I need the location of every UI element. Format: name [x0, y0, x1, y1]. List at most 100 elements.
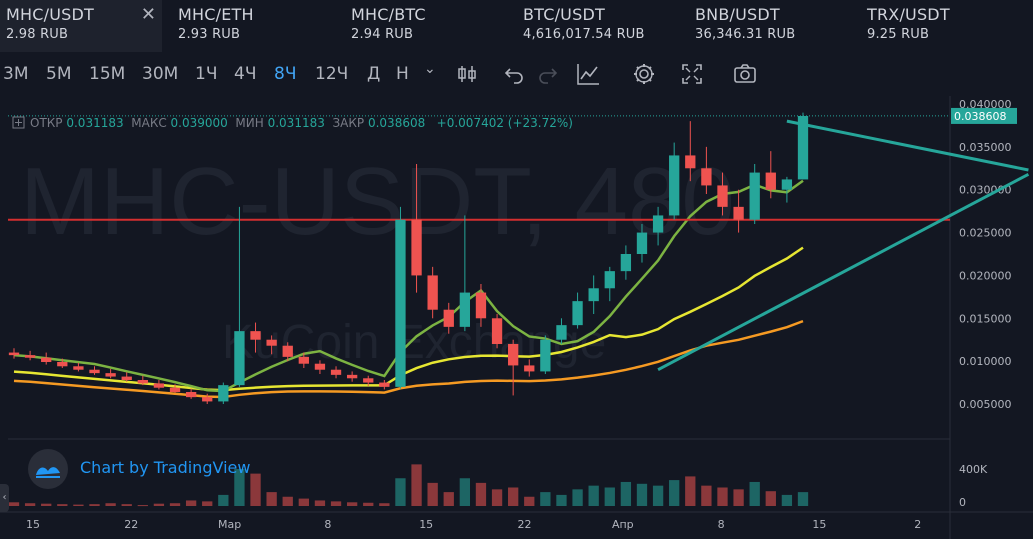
volume-tick-label: 400K: [959, 463, 988, 476]
ohlc-value: ОТКР: [30, 116, 66, 130]
volume-bar: [57, 504, 68, 506]
pair-tab[interactable]: MHC/ETH 2.93 RUB: [172, 0, 336, 52]
ohlc-value: МИН: [235, 116, 267, 130]
ohlc-value: 0.038608: [368, 116, 437, 130]
chart-watermark: MHC-USDT, 480: [20, 148, 735, 255]
timeframe-button[interactable]: 15М: [89, 64, 126, 84]
tradingview-branding[interactable]: Chart by TradingView: [80, 458, 251, 477]
candle-body: [797, 116, 809, 180]
volume-bar: [298, 498, 309, 506]
x-tick-label: 22: [518, 518, 532, 531]
volume-bar: [89, 504, 100, 506]
candle-body: [588, 288, 599, 302]
pair-name: MHC/BTC: [351, 5, 426, 24]
timeframe-button[interactable]: 5М: [46, 64, 72, 84]
candle-body: [604, 271, 615, 289]
redo-icon[interactable]: [534, 60, 562, 88]
pair-price: 2.93 RUB: [178, 27, 241, 42]
candle-body: [636, 232, 648, 254]
camera-icon[interactable]: [731, 60, 759, 88]
timeframe-button[interactable]: 4Ч: [234, 64, 257, 84]
candles-icon[interactable]: [453, 60, 481, 88]
y-tick-label: 0.020000: [959, 269, 1012, 282]
candle-body: [330, 369, 342, 375]
volume-bar: [282, 496, 293, 506]
pair-tab[interactable]: BNB/USDT 36,346.31 RUB: [689, 0, 853, 52]
pair-price: 9.25 RUB: [867, 27, 930, 42]
volume-bar: [330, 501, 342, 506]
y-tick-label: 0.035000: [959, 141, 1012, 154]
fullscreen-icon[interactable]: [678, 60, 706, 88]
volume-bar: [218, 494, 229, 506]
candle-body: [202, 397, 213, 402]
timeframe-button[interactable]: Д: [367, 64, 381, 84]
candle-body: [121, 376, 132, 380]
candle-body: [524, 365, 535, 372]
x-tick-label: 15: [419, 518, 433, 531]
timeframe-button[interactable]: 8Ч: [274, 64, 297, 84]
line-chart-icon[interactable]: [574, 60, 602, 88]
pair-price: 2.94 RUB: [351, 27, 414, 42]
chevron-down-icon[interactable]: ⌄: [424, 61, 436, 77]
volume-bar: [266, 492, 277, 506]
candle-body: [652, 215, 664, 233]
candle-body: [8, 352, 20, 356]
volume-bar: [797, 492, 809, 506]
timeframe-button[interactable]: 30М: [142, 64, 179, 84]
x-tick-label: Апр: [612, 518, 634, 531]
candle-body: [411, 219, 422, 276]
tradingview-logo-icon[interactable]: [28, 449, 68, 489]
x-tick-label: 15: [26, 518, 40, 531]
volume-bar: [153, 503, 165, 506]
volume-bar: [121, 504, 132, 506]
candle-body: [379, 382, 390, 387]
pair-tab[interactable]: TRX/USDT 9.25 RUB: [861, 0, 1025, 52]
volume-bar: [765, 491, 776, 506]
close-tab-icon[interactable]: ✕: [140, 4, 156, 25]
candle-body: [41, 357, 52, 362]
pair-name: BTC/USDT: [523, 5, 605, 24]
volume-tick-label: 0: [959, 496, 966, 509]
candle-body: [669, 155, 680, 216]
volume-bar: [491, 489, 503, 506]
pair-tab[interactable]: MHC/USDT 2.98 RUB ✕: [0, 0, 162, 52]
volume-bar: [411, 464, 422, 506]
volume-bar: [24, 503, 36, 506]
pair-tabs: MHC/USDT 2.98 RUB ✕ MHC/ETH 2.93 RUB MHC/BTC 2…: [0, 0, 1033, 52]
volume-bar: [459, 478, 471, 506]
legend-toggle-icon[interactable]: [12, 116, 25, 129]
collapse-handle[interactable]: ‹: [0, 484, 9, 512]
volume-bar: [234, 469, 245, 506]
volume-bar: [137, 505, 148, 507]
pair-tab[interactable]: BTC/USDT 4,616,017.54 RUB: [517, 0, 681, 52]
pair-tab[interactable]: MHC/BTC 2.94 RUB: [345, 0, 509, 52]
gear-icon[interactable]: [630, 60, 658, 88]
timeframe-button[interactable]: 12Ч: [315, 64, 349, 84]
y-tick-label: 0.015000: [959, 312, 1012, 325]
volume-bar: [443, 492, 454, 506]
timeframe-button[interactable]: Н: [396, 64, 409, 84]
ohlc-value: 0.031183: [268, 116, 333, 130]
timeframe-button[interactable]: 1Ч: [195, 64, 218, 84]
chart-background: [0, 96, 1033, 539]
moving-average-mid: [13, 246, 804, 392]
candle-body: [733, 206, 744, 220]
volume-bar: [73, 504, 84, 506]
candle-body: [701, 168, 712, 186]
candle-body: [169, 387, 181, 392]
y-tick-label: 0.010000: [959, 355, 1012, 368]
candle-body: [717, 185, 728, 207]
candle-body: [346, 374, 358, 379]
volume-bar: [781, 494, 793, 506]
candle-body: [540, 339, 551, 372]
pair-name: TRX/USDT: [867, 5, 950, 24]
volume-bar: [185, 500, 197, 506]
pair-name: MHC/ETH: [178, 5, 254, 24]
volume-bar: [395, 478, 406, 506]
volume-bar: [363, 502, 374, 506]
undo-icon[interactable]: [500, 60, 528, 88]
timeframe-button[interactable]: 3М: [3, 64, 29, 84]
last-price-tag: [951, 107, 1017, 124]
ohlc-value: ЗАКР: [332, 116, 367, 130]
